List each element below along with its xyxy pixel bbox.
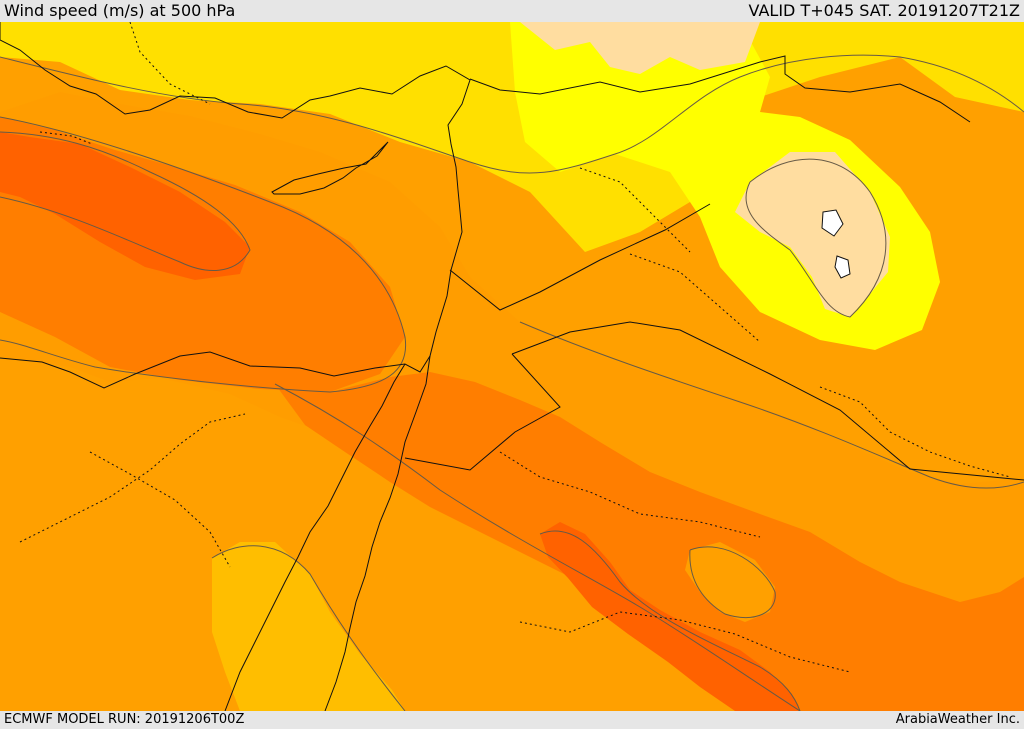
map-title: Wind speed (m/s) at 500 hPa xyxy=(4,1,236,20)
contour-west-jet xyxy=(0,116,407,393)
contour-southeast-pocket xyxy=(689,546,776,619)
wind-speed-map[interactable] xyxy=(0,22,1024,711)
dark-orange-central-zone xyxy=(275,372,1024,711)
contour-central-jet-south xyxy=(274,383,801,711)
administrative-borders-east xyxy=(819,386,1011,478)
central-peach-wind-zone xyxy=(735,152,890,317)
iraq-saudi-border xyxy=(511,321,1024,481)
north-peach-wind-zone xyxy=(520,22,760,74)
northern-border xyxy=(469,55,971,123)
red-sea-east-coast xyxy=(324,355,431,711)
contour-yellow-boundary xyxy=(0,54,1024,174)
credit: ArabiaWeather Inc. xyxy=(895,712,1020,727)
contour-red-west xyxy=(0,131,251,271)
contour-gold-southwest xyxy=(211,545,406,711)
contour-central-peach xyxy=(745,158,887,318)
contour-central-jet-north xyxy=(519,321,1024,489)
gold-wind-zone-southwest xyxy=(212,542,405,711)
map-footer: ECMWF MODEL RUN: 20191206T00Z ArabiaWeat… xyxy=(0,711,1024,729)
red-orange-core-south xyxy=(540,522,800,711)
mediterranean-coastline xyxy=(0,22,471,389)
jordan-saudi-border xyxy=(404,353,561,471)
valid-time: VALID T+045 SAT. 20191207T21Z xyxy=(748,1,1020,20)
map-header: Wind speed (m/s) at 500 hPa VALID T+045 … xyxy=(0,0,1024,22)
red-orange-core-west xyxy=(0,132,250,280)
model-run: ECMWF MODEL RUN: 20191206T00Z xyxy=(4,712,245,727)
red-sea-west-coast xyxy=(224,363,406,711)
orange-pocket-southeast xyxy=(685,542,775,622)
cyprus-coastline xyxy=(271,141,389,195)
syria-iraq-border xyxy=(449,203,711,311)
map-viewport[interactable] xyxy=(0,22,1024,711)
white-low-wind-patches xyxy=(821,209,851,279)
